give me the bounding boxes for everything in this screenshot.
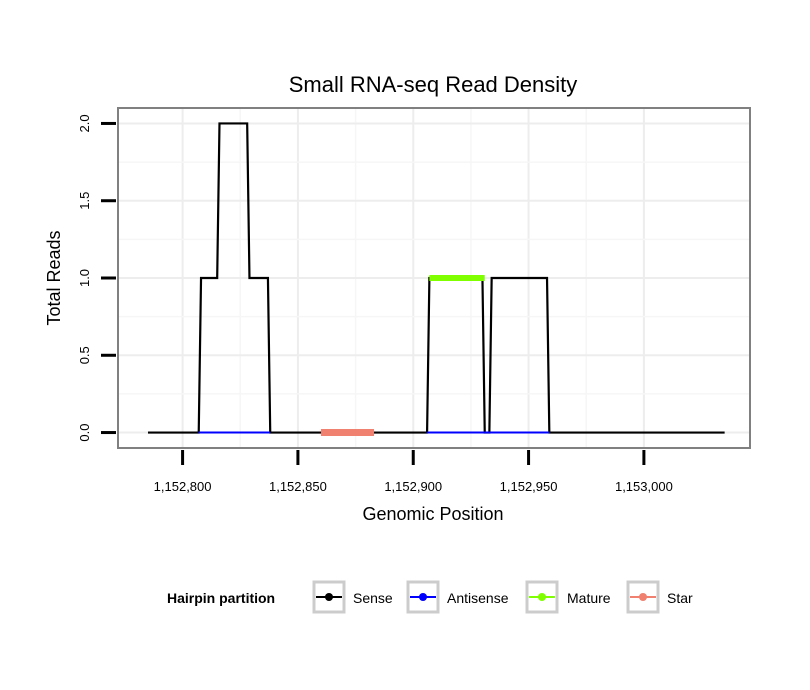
legend-label-sense: Sense (353, 590, 393, 606)
legend-label-mature: Mature (567, 590, 611, 606)
legend-label-antisense: Antisense (447, 590, 509, 606)
chart-title: Small RNA-seq Read Density (289, 72, 578, 97)
legend-dot-mature (538, 593, 546, 601)
legend-dot-antisense (419, 593, 427, 601)
y-axis-title: Total Reads (44, 230, 64, 325)
y-tick-label: 1.5 (77, 192, 92, 210)
legend-item-star: Star (626, 580, 693, 614)
x-tick-label: 1,152,900 (384, 479, 442, 494)
x-axis: 1,152,800 1,152,850 1,152,900 1,152,950 1,15… (154, 450, 673, 494)
y-tick-label: 2.0 (77, 114, 92, 132)
legend: Hairpin partition Sense Antisense Mature… (167, 580, 693, 614)
legend-label-star: Star (667, 590, 693, 606)
legend-item-mature: Mature (525, 580, 611, 614)
series-lines (147, 122, 725, 437)
x-tick-label: 1,153,000 (615, 479, 673, 494)
y-tick-label: 0.0 (77, 424, 92, 442)
y-tick-label: 1.0 (77, 269, 92, 287)
legend-item-antisense: Antisense (406, 580, 509, 614)
y-tick-label: 0.5 (77, 346, 92, 364)
x-tick-label: 1,152,800 (154, 479, 212, 494)
x-axis-title: Genomic Position (362, 504, 503, 524)
legend-title: Hairpin partition (167, 590, 275, 606)
legend-dot-star (639, 593, 647, 601)
x-tick-label: 1,152,950 (500, 479, 558, 494)
plot-border (117, 107, 751, 449)
y-axis: 0.0 0.5 1.0 1.5 2.0 (77, 114, 116, 442)
legend-dot-sense (325, 593, 333, 601)
legend-item-sense: Sense (312, 580, 393, 614)
x-tick-label: 1,152,850 (269, 479, 327, 494)
